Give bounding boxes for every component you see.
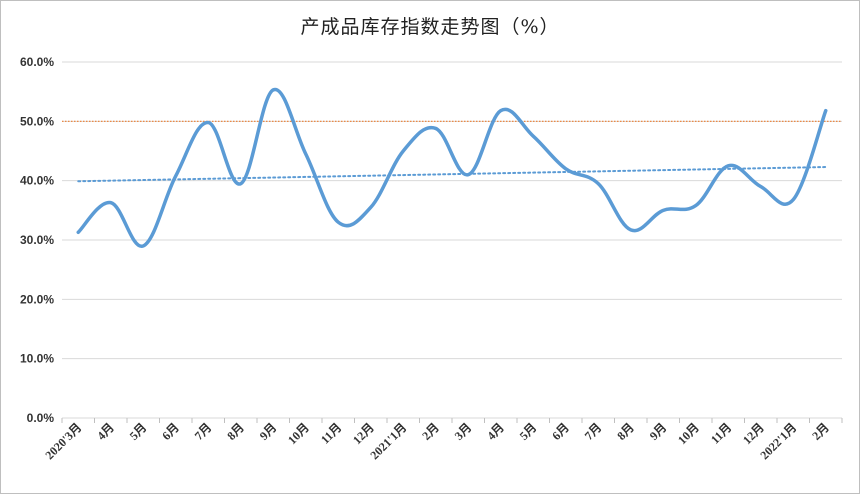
x-tick-label: 10月 xyxy=(285,420,312,447)
y-tick-label: 50.0% xyxy=(20,114,54,128)
x-tick-label: 12月 xyxy=(740,420,767,447)
x-tick-label: 3月 xyxy=(452,420,475,443)
x-tick-label: 9月 xyxy=(257,420,280,443)
x-tick-label: 8月 xyxy=(224,420,247,443)
x-tick-label: 5月 xyxy=(127,420,150,443)
y-tick-label: 20.0% xyxy=(20,292,54,306)
x-tick-label: 8月 xyxy=(614,420,637,443)
chart-title: 产成品库存指数走势图（%） xyxy=(300,16,560,38)
x-tick-label: 4月 xyxy=(484,420,507,443)
x-tick-label: 4月 xyxy=(94,420,117,443)
trend-line xyxy=(77,166,827,183)
y-tick-label: 60.0% xyxy=(20,55,54,69)
x-tick-label: 7月 xyxy=(192,420,215,443)
x-tick-label: 11月 xyxy=(318,420,344,446)
x-tick-label: 11月 xyxy=(708,420,734,446)
y-tick-label: 10.0% xyxy=(20,352,54,366)
x-tick-label: 2月 xyxy=(809,420,832,443)
y-tick-label: 0.0% xyxy=(27,411,55,425)
x-tick-label: 6月 xyxy=(159,420,182,443)
x-tick-label: 5月 xyxy=(517,420,540,443)
x-tick-label: 6月 xyxy=(549,420,572,443)
x-tick-label: 2022'1月 xyxy=(757,420,799,462)
x-tick-label: 9月 xyxy=(647,420,670,443)
x-tick-label: 2月 xyxy=(419,420,442,443)
series-line xyxy=(76,87,828,248)
x-tick-label: 2020'3月 xyxy=(42,420,84,462)
x-tick-label: 2021'1月 xyxy=(367,420,409,462)
y-tick-label: 40.0% xyxy=(20,174,54,188)
x-tick-label: 12月 xyxy=(350,420,377,447)
x-tick-label: 10月 xyxy=(675,420,702,447)
x-tick-label: 7月 xyxy=(582,420,605,443)
y-tick-label: 30.0% xyxy=(20,233,54,247)
